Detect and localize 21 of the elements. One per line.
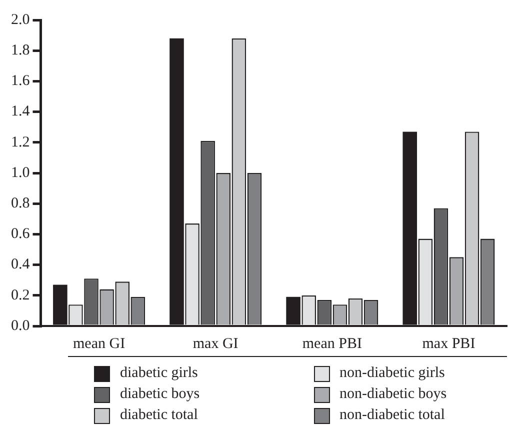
- y-tick-label: 0.8: [11, 196, 30, 212]
- x-tick-label: max PBI: [422, 336, 476, 352]
- legend-label: non-diabetic boys: [340, 386, 447, 403]
- legend-label: diabetic total: [120, 407, 198, 424]
- legend-label: diabetic boys: [120, 386, 200, 403]
- y-tick-label: 0.6: [11, 226, 30, 242]
- x-tick-label: mean PBI: [302, 336, 362, 352]
- y-tick-label: 2.0: [11, 12, 30, 28]
- y-tick-label: 1.4: [11, 104, 30, 120]
- legend-label: non-diabetic total: [340, 407, 445, 424]
- x-tick-label: max GI: [192, 336, 238, 352]
- y-tick-label: 0.0: [11, 318, 30, 334]
- legend-label: non-diabetic girls: [340, 365, 445, 382]
- x-tick-label: mean GI: [73, 336, 126, 352]
- y-tick-label: 0.4: [11, 256, 30, 273]
- y-tick-label: 1.0: [11, 164, 30, 181]
- y-tick-label: 0.2: [11, 287, 30, 304]
- y-tick-label: 1.6: [11, 73, 30, 90]
- y-tick-label: 1.8: [11, 42, 30, 59]
- y-tick-label: 1.2: [11, 134, 30, 150]
- legend-label: diabetic girls: [120, 365, 198, 382]
